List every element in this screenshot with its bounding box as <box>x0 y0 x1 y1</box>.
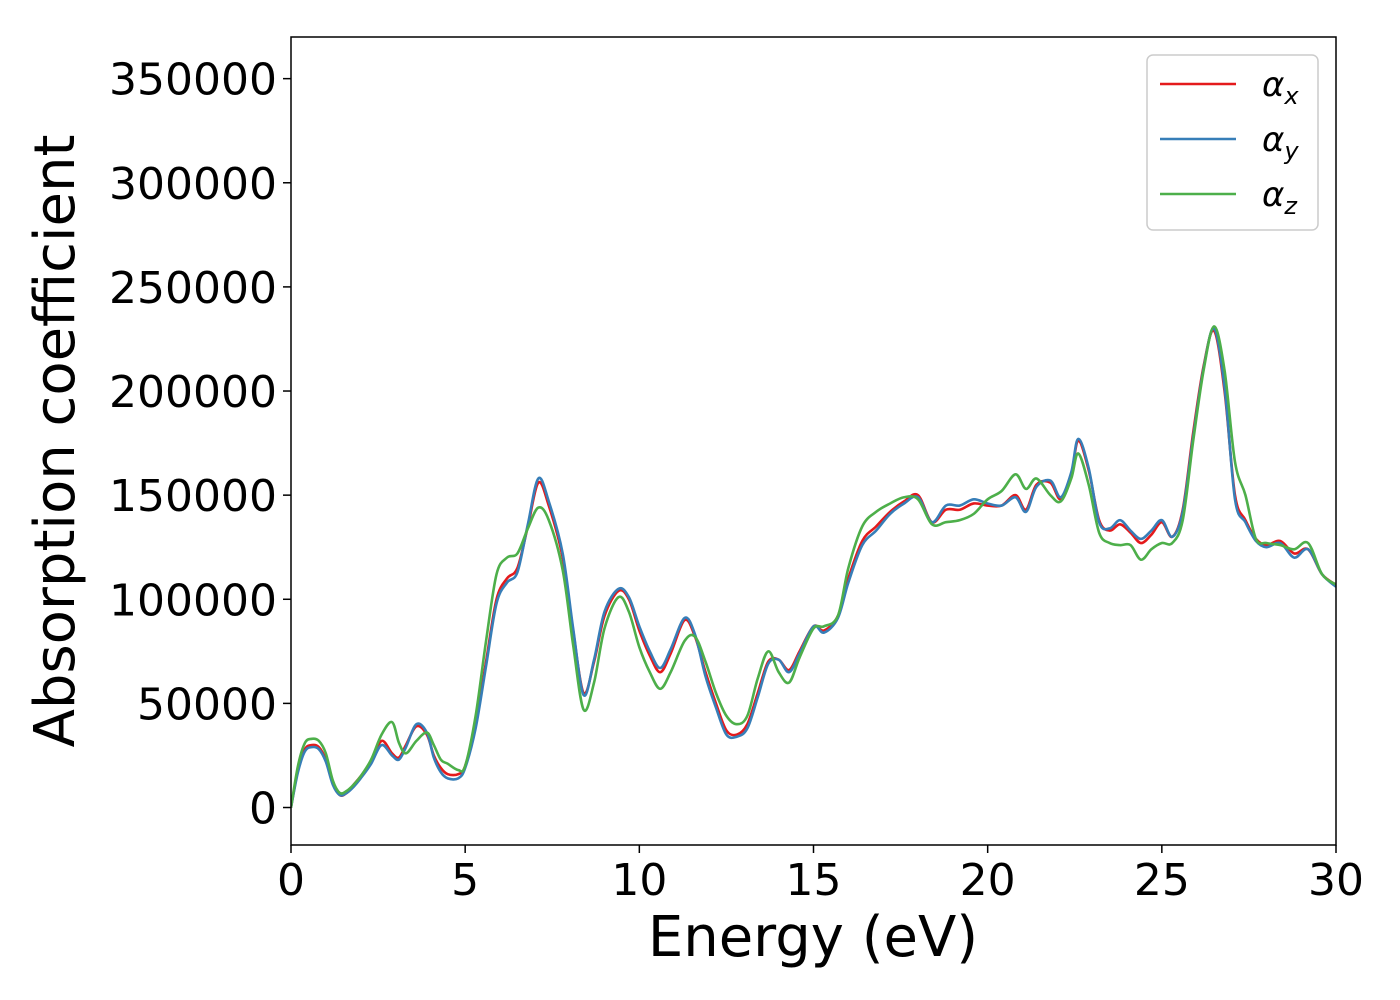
y-tick-label: 200000 <box>109 367 277 418</box>
y-tick-label: 150000 <box>109 471 277 522</box>
series-layer <box>291 325 1336 808</box>
x-tick-label: 0 <box>277 855 305 906</box>
legend-label-alpha-z: αz <box>1262 175 1298 220</box>
y-tick-label: 100000 <box>109 575 277 626</box>
legend: αx αy αz <box>1146 54 1319 231</box>
y-axis-title: Absorption coefficient <box>23 135 88 748</box>
y-tick-label: 350000 <box>109 55 277 106</box>
y-tick-label: 0 <box>249 784 277 835</box>
y-axis: 0 50000 100000 150000 200000 250000 300000 3500… <box>109 55 291 835</box>
y-tick-label: 300000 <box>109 159 277 210</box>
x-tick-label: 5 <box>451 855 479 906</box>
series-line-alpha-y <box>291 327 1336 808</box>
y-tick-label: 50000 <box>137 679 277 730</box>
x-axis: 0 5 10 15 20 25 30 <box>277 845 1364 906</box>
x-tick-label: 30 <box>1308 855 1364 906</box>
x-tick-label: 10 <box>611 855 667 906</box>
legend-label-alpha-y: αy <box>1262 120 1299 165</box>
x-axis-title: Energy (eV) <box>648 905 978 970</box>
legend-box <box>1146 54 1319 231</box>
legend-label-alpha-x: αx <box>1262 65 1299 110</box>
y-tick-label: 250000 <box>109 263 277 314</box>
x-tick-label: 25 <box>1134 855 1190 906</box>
x-tick-label: 20 <box>960 855 1016 906</box>
x-tick-label: 15 <box>786 855 842 906</box>
legend-items: αx αy αz <box>1160 65 1299 220</box>
series-line-alpha-z <box>291 325 1336 808</box>
series-line-alpha-x <box>291 328 1336 808</box>
